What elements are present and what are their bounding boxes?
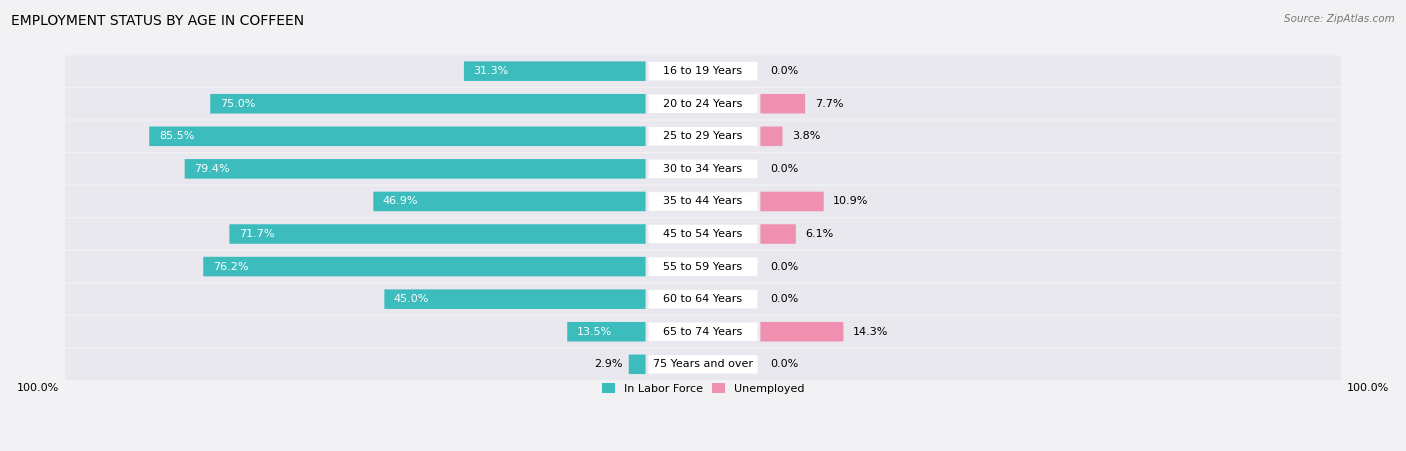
- FancyBboxPatch shape: [65, 349, 1341, 380]
- FancyBboxPatch shape: [149, 127, 645, 146]
- FancyBboxPatch shape: [761, 224, 796, 244]
- FancyBboxPatch shape: [648, 225, 758, 243]
- FancyBboxPatch shape: [648, 192, 758, 211]
- Text: 30 to 34 Years: 30 to 34 Years: [664, 164, 742, 174]
- Text: 100.0%: 100.0%: [17, 383, 59, 393]
- Text: 0.0%: 0.0%: [770, 164, 799, 174]
- FancyBboxPatch shape: [648, 322, 758, 341]
- Text: EMPLOYMENT STATUS BY AGE IN COFFEEN: EMPLOYMENT STATUS BY AGE IN COFFEEN: [11, 14, 304, 28]
- Text: 55 to 59 Years: 55 to 59 Years: [664, 262, 742, 272]
- Text: 71.7%: 71.7%: [239, 229, 274, 239]
- FancyBboxPatch shape: [648, 160, 758, 178]
- Text: 0.0%: 0.0%: [770, 294, 799, 304]
- FancyBboxPatch shape: [65, 55, 1341, 87]
- Text: 85.5%: 85.5%: [159, 131, 194, 141]
- FancyBboxPatch shape: [648, 94, 758, 113]
- Text: 75 Years and over: 75 Years and over: [652, 359, 754, 369]
- FancyBboxPatch shape: [65, 284, 1341, 315]
- Text: 20 to 24 Years: 20 to 24 Years: [664, 99, 742, 109]
- FancyBboxPatch shape: [648, 62, 758, 80]
- Text: 16 to 19 Years: 16 to 19 Years: [664, 66, 742, 76]
- Text: 65 to 74 Years: 65 to 74 Years: [664, 327, 742, 337]
- Text: 45.0%: 45.0%: [394, 294, 429, 304]
- FancyBboxPatch shape: [761, 322, 844, 341]
- FancyBboxPatch shape: [374, 192, 645, 211]
- Text: 25 to 29 Years: 25 to 29 Years: [664, 131, 742, 141]
- FancyBboxPatch shape: [567, 322, 645, 341]
- Text: 13.5%: 13.5%: [576, 327, 612, 337]
- FancyBboxPatch shape: [65, 153, 1341, 184]
- FancyBboxPatch shape: [464, 61, 645, 81]
- Text: 46.9%: 46.9%: [382, 197, 419, 207]
- Text: 79.4%: 79.4%: [194, 164, 229, 174]
- Text: 14.3%: 14.3%: [853, 327, 889, 337]
- Text: 0.0%: 0.0%: [770, 66, 799, 76]
- FancyBboxPatch shape: [761, 192, 824, 211]
- FancyBboxPatch shape: [65, 186, 1341, 217]
- Text: 75.0%: 75.0%: [219, 99, 254, 109]
- FancyBboxPatch shape: [65, 121, 1341, 152]
- FancyBboxPatch shape: [761, 127, 783, 146]
- Text: 100.0%: 100.0%: [1347, 383, 1389, 393]
- FancyBboxPatch shape: [65, 251, 1341, 282]
- Text: 10.9%: 10.9%: [834, 197, 869, 207]
- FancyBboxPatch shape: [184, 159, 645, 179]
- Text: 6.1%: 6.1%: [806, 229, 834, 239]
- FancyBboxPatch shape: [65, 88, 1341, 120]
- Text: 2.9%: 2.9%: [593, 359, 623, 369]
- FancyBboxPatch shape: [648, 290, 758, 308]
- Text: 60 to 64 Years: 60 to 64 Years: [664, 294, 742, 304]
- Text: Source: ZipAtlas.com: Source: ZipAtlas.com: [1284, 14, 1395, 23]
- Text: 31.3%: 31.3%: [474, 66, 509, 76]
- Legend: In Labor Force, Unemployed: In Labor Force, Unemployed: [598, 379, 808, 398]
- Text: 0.0%: 0.0%: [770, 262, 799, 272]
- FancyBboxPatch shape: [229, 224, 645, 244]
- FancyBboxPatch shape: [384, 290, 645, 309]
- FancyBboxPatch shape: [648, 258, 758, 276]
- FancyBboxPatch shape: [628, 354, 645, 374]
- FancyBboxPatch shape: [65, 316, 1341, 347]
- FancyBboxPatch shape: [204, 257, 645, 276]
- Text: 76.2%: 76.2%: [212, 262, 249, 272]
- FancyBboxPatch shape: [648, 355, 758, 373]
- Text: 7.7%: 7.7%: [814, 99, 844, 109]
- FancyBboxPatch shape: [648, 127, 758, 146]
- FancyBboxPatch shape: [211, 94, 645, 114]
- Text: 0.0%: 0.0%: [770, 359, 799, 369]
- Text: 35 to 44 Years: 35 to 44 Years: [664, 197, 742, 207]
- FancyBboxPatch shape: [65, 218, 1341, 250]
- Text: 45 to 54 Years: 45 to 54 Years: [664, 229, 742, 239]
- FancyBboxPatch shape: [761, 94, 806, 114]
- Text: 3.8%: 3.8%: [792, 131, 821, 141]
